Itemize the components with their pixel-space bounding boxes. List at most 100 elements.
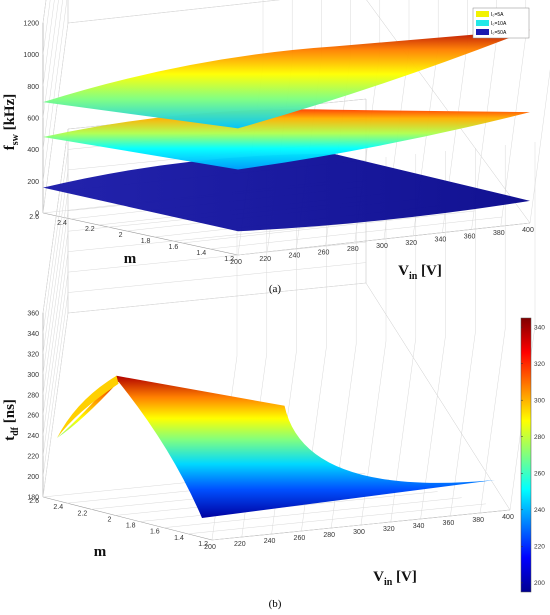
y-tick-label: 1.8 <box>141 238 151 245</box>
colorbar-tick-label: 240 <box>534 507 545 514</box>
x-tick-label: 260 <box>318 249 330 256</box>
z-tick-label: 260 <box>27 413 39 420</box>
axis-line <box>365 282 511 511</box>
colorbar-tick-label: 340 <box>534 324 545 331</box>
x-tick-label: 400 <box>502 514 514 521</box>
x-grid-line <box>390 337 417 523</box>
y-tick-label: 2.2 <box>78 510 88 517</box>
y-axis-label: m <box>94 544 107 560</box>
z-grid-line <box>42 251 69 436</box>
z-grid-line <box>42 0 59 119</box>
z-grid-line <box>42 0 63 150</box>
z-tick-label: 1200 <box>23 21 39 28</box>
z-grid-line <box>42 0 68 182</box>
y-tick-label: 1.4 <box>174 535 184 542</box>
colorbar-tick-label: 260 <box>534 471 545 478</box>
surface-tdf-wing <box>57 375 119 438</box>
x-tick-label: 240 <box>289 253 301 260</box>
y-tick-label: 2 <box>108 516 112 523</box>
caption-b: (b) <box>269 598 282 610</box>
surface-tdf <box>57 375 495 518</box>
x-tick-label: 380 <box>493 230 505 237</box>
axis-line <box>67 0 281 24</box>
x-tick-label: 280 <box>347 246 359 253</box>
z-tick-label: 800 <box>27 84 39 91</box>
z-tick-label: 180 <box>27 495 39 502</box>
z-tick-label: 320 <box>27 351 39 358</box>
z-tick-label: 340 <box>27 331 39 338</box>
z-grid-line <box>42 149 69 334</box>
y-grid-line <box>163 497 462 528</box>
y-axis-label: m <box>124 251 137 267</box>
x-grid-line <box>360 340 387 526</box>
x-grid-line <box>420 334 446 520</box>
y-grid-line <box>187 503 486 535</box>
y-tick-label: 2.4 <box>53 504 63 511</box>
z-tick-label: 600 <box>27 116 39 123</box>
z-tick-label: 200 <box>27 474 39 481</box>
x-tick-label: 360 <box>443 520 455 527</box>
z-grid-line <box>42 190 69 375</box>
z-tick-label: 200 <box>27 179 39 186</box>
z-grid-line <box>42 231 69 416</box>
x-tick-label: 320 <box>383 526 395 533</box>
z-grid-line <box>42 312 69 498</box>
y-tick-label: 1.2 <box>224 256 234 263</box>
axis-line <box>366 0 531 224</box>
surface-10A <box>43 109 530 170</box>
x-tick-label: 260 <box>294 535 306 542</box>
z-tick-label: 360 <box>27 311 39 318</box>
z-axis-label: fsw [kHz] <box>2 94 21 151</box>
z-tick-label: 220 <box>27 454 39 461</box>
z-grid-line <box>42 22 69 214</box>
colorbar-tick-label: 200 <box>534 580 545 587</box>
x-tick-label: 300 <box>353 529 365 536</box>
z-grid-line <box>67 262 367 293</box>
legend-swatch <box>476 20 489 26</box>
colorbar-tick-label: 220 <box>534 544 545 551</box>
colorbar-tick-label: 300 <box>534 398 545 405</box>
axis-line <box>42 496 213 541</box>
z-tick-label: 240 <box>27 433 39 440</box>
y-tick-label: 2.6 <box>29 214 39 221</box>
caption-a: (a) <box>269 283 282 295</box>
x-tick-label: 220 <box>234 541 246 548</box>
x-tick-label: 380 <box>472 517 484 524</box>
z-tick-label: 400 <box>27 147 39 154</box>
legend-entry: I₀=10A <box>491 21 507 27</box>
x-tick-label: 280 <box>323 532 335 539</box>
x-axis-label: Vin [V] <box>373 569 417 588</box>
z-axis-label: tdf [ns] <box>2 399 21 441</box>
y-tick-label: 1.6 <box>150 529 160 536</box>
x-tick-label: 220 <box>259 256 271 263</box>
z-grid-line <box>42 128 69 314</box>
y-tick-label: 1.6 <box>169 244 179 251</box>
y-grid-line <box>182 210 475 244</box>
z-grid-line <box>42 210 69 395</box>
colorbar-tick-label: 280 <box>534 434 545 441</box>
y-tick-label: 2 <box>119 232 123 239</box>
y-tick-label: 1.2 <box>198 541 208 548</box>
z-tick-label: 300 <box>27 372 39 379</box>
z-grid-line <box>67 0 281 24</box>
x-tick-label: 340 <box>435 237 447 244</box>
x-tick-label: 200 <box>230 259 242 266</box>
z-tick-label: 0 <box>35 211 39 218</box>
z-grid-line <box>42 169 69 354</box>
legend: I₀=5A I₀=10A I₀=50A <box>472 7 530 39</box>
x-grid-line <box>479 328 506 514</box>
z-grid-line <box>42 292 69 477</box>
surface-5A <box>43 29 530 129</box>
legend-entry: I₀=50A <box>491 30 507 36</box>
x-grid-line <box>450 331 476 517</box>
y-grid-line <box>237 222 531 256</box>
z-grid-line <box>67 221 367 252</box>
x-tick-label: 400 <box>522 227 534 234</box>
x-tick-label: 240 <box>264 538 276 545</box>
y-tick-label: 1.8 <box>126 523 136 530</box>
z-tick-label: 280 <box>27 392 39 399</box>
z-grid-line <box>67 282 367 314</box>
x-tick-label: 320 <box>405 240 417 247</box>
colorbar-tick-label: 320 <box>534 361 545 368</box>
